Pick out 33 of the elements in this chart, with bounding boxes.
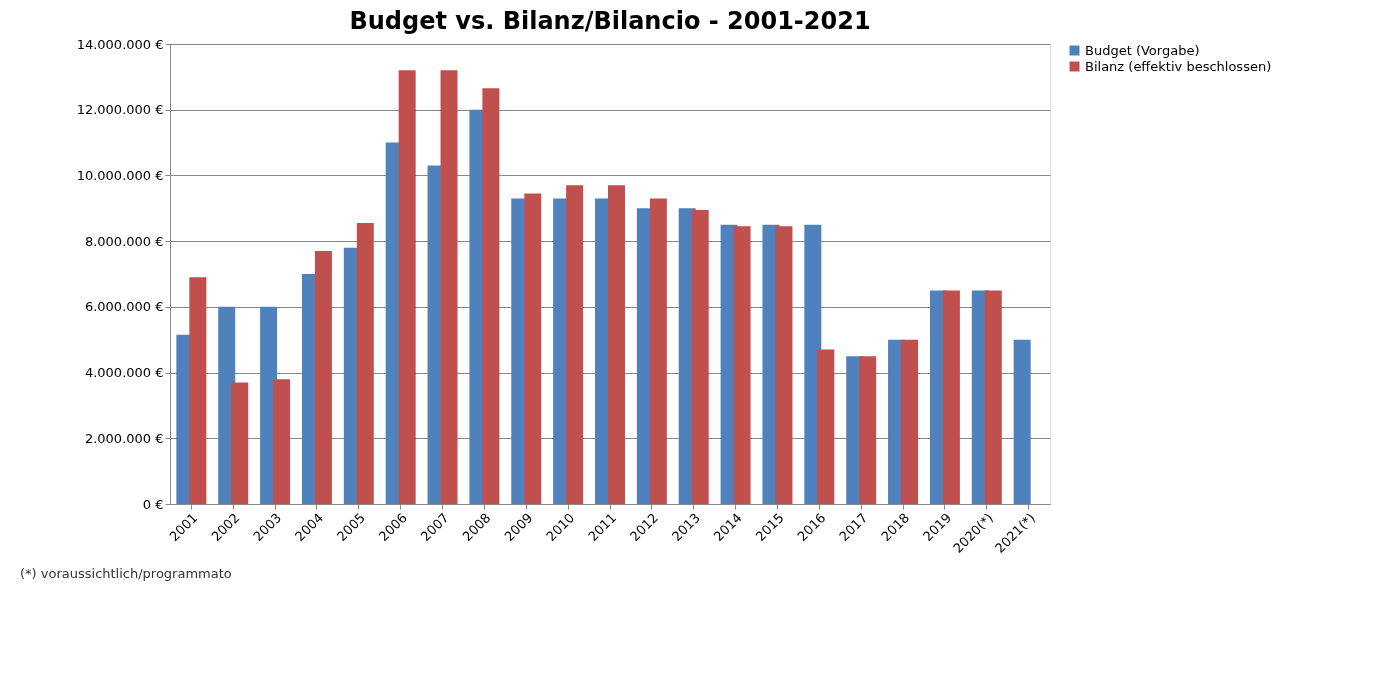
bar [356,223,374,504]
legend-label: Bilanz (effektiv beschlossen) [1085,58,1272,74]
y-tick-label: 8.000.000 € [84,233,164,249]
bar [691,209,709,504]
bar [649,198,667,504]
text: (*) voraussichtlich/programmato [20,566,232,581]
bar [566,185,584,504]
y-tick-label: 10.000.000 € [76,167,164,183]
bar [398,70,416,504]
bar [273,379,291,504]
bar [733,226,751,504]
bar [984,290,1002,504]
y-tick-label: 6.000.000 € [84,299,164,315]
bar [901,339,919,504]
chart-title: Budget vs. Bilanz/Bilancio - 2001-2021 [349,7,871,35]
bar [817,349,835,504]
bar [775,226,793,504]
y-tick-label: 4.000.000 € [84,365,164,381]
bar [482,88,500,504]
y-tick-label: 0 € [142,496,164,512]
bar [231,382,249,504]
bar [440,70,458,504]
bar [859,356,877,504]
bar [189,277,207,504]
bar [524,193,542,504]
bar [1013,339,1031,504]
bar [607,185,625,504]
y-tick-label: 12.000.000 € [76,102,164,118]
y-tick-label: 14.000.000 € [76,36,164,52]
bar [942,290,960,504]
y-tick-label: 2.000.000 € [84,430,164,446]
bar [314,251,332,504]
legend-label: Budget (Vorgabe) [1085,42,1200,58]
